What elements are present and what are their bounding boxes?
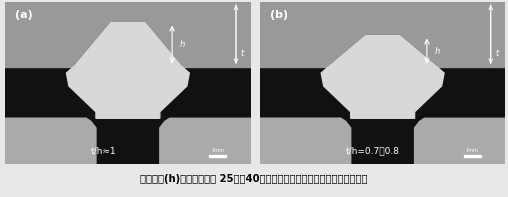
Text: 開先深さ(h)を従来よりも 25％～40％程度厚くして溶接部の疲労強度を改善: 開先深さ(h)を従来よりも 25％～40％程度厚くして溶接部の疲労強度を改善 <box>140 174 368 184</box>
Polygon shape <box>260 118 351 164</box>
Bar <box>5 118 86 164</box>
Text: h: h <box>434 46 439 56</box>
Text: t/h=0.7～0.8: t/h=0.7～0.8 <box>346 146 400 155</box>
Text: 1mm: 1mm <box>466 148 479 153</box>
Polygon shape <box>321 36 444 118</box>
Text: (a): (a) <box>15 10 33 20</box>
Text: t: t <box>241 49 244 58</box>
Text: (b): (b) <box>270 10 288 20</box>
Polygon shape <box>67 23 189 118</box>
Bar <box>260 118 341 164</box>
Polygon shape <box>74 23 182 67</box>
Polygon shape <box>5 118 96 164</box>
Polygon shape <box>160 118 251 164</box>
Text: 1mm: 1mm <box>211 148 224 153</box>
Polygon shape <box>415 118 505 164</box>
Bar <box>260 2 505 67</box>
Polygon shape <box>329 36 437 67</box>
Text: t: t <box>496 49 499 58</box>
Text: t/h≈1: t/h≈1 <box>91 146 117 155</box>
Bar <box>5 2 251 67</box>
Bar <box>464 155 481 157</box>
Text: h: h <box>179 40 185 49</box>
Bar <box>209 155 226 157</box>
